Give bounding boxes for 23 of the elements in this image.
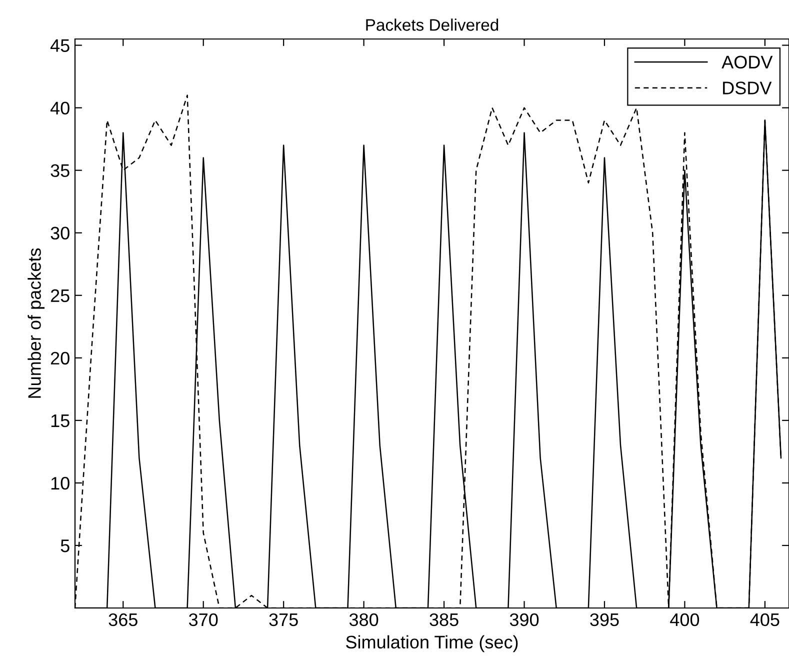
x-tick-label: 390: [510, 613, 539, 626]
y-tick-label: 10: [51, 476, 70, 490]
y-tick-label: 15: [51, 414, 70, 428]
y-tick-label: 45: [50, 39, 70, 52]
x-axis-title: Simulation Time (sec): [346, 635, 518, 652]
legend-label: AODV: [722, 56, 773, 69]
y-tick-label: 5: [60, 540, 70, 552]
x-tick-label: 365: [108, 613, 138, 626]
x-tick-label: 370: [188, 613, 218, 626]
chart-title: Packets Delivered: [366, 18, 498, 31]
x-tick-label: 380: [349, 613, 378, 626]
y-axis-title: Number of packets: [28, 248, 44, 398]
legend-label: DSDV: [723, 82, 772, 94]
x-tick-label: 385: [430, 613, 458, 626]
y-tick-label: 20: [50, 352, 70, 365]
x-tick-label: 405: [750, 613, 780, 626]
y-tick-label: 35: [50, 164, 70, 178]
x-tick-label: 400: [670, 613, 700, 626]
y-tick-label: 30: [50, 226, 70, 240]
x-tick-label: 395: [590, 613, 619, 626]
y-tick-label: 40: [50, 102, 70, 114]
x-tick-label: 375: [269, 613, 298, 626]
y-tick-label: 25: [50, 289, 70, 302]
